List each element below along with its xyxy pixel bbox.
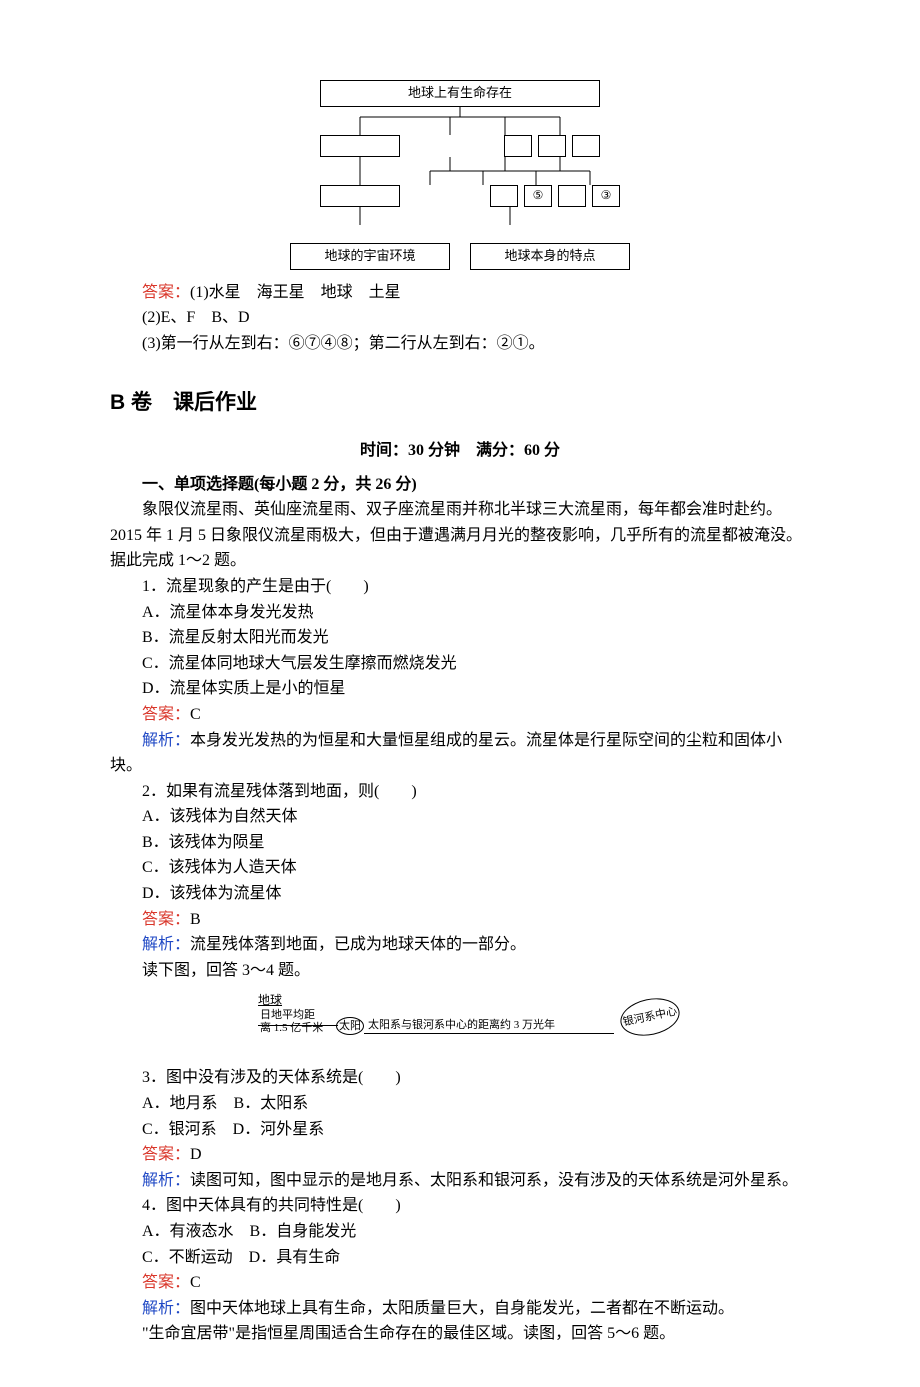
answer-label: 答案： [142,284,190,301]
q2-d: D．该残体为流星体 [110,881,810,907]
q4-answer-text: C [190,1274,201,1291]
analysis-label: 解析： [142,1300,190,1317]
fig2-distance-1: 日地平均距 离 1.5 亿千米 [260,1009,323,1033]
answer-2: (2)E、F B、D [110,305,810,331]
diagram-empty-box [504,135,532,157]
q3-analysis-text: 读图可知，图中显示的是地月系、太阳系和银河系，没有涉及的天体系统是河外星系。 [190,1172,798,1189]
fig2-sun: 太阳 [336,1017,364,1035]
answer-label: 答案： [142,911,190,928]
q1-stem: 1．流星现象的产生是由于( ) [110,574,810,600]
life-on-earth-diagram: 地球上有生命存在 ⑤ ③ 地球的宇宙环境 [290,80,630,270]
answer-label: 答案： [142,1146,190,1163]
diagram-box-3: ③ [592,185,620,207]
fig2-dist1a: 日地平均距 [260,1009,315,1021]
diagram-row-1 [290,135,630,157]
diagram-empty-box [572,135,600,157]
answer-1-text: (1)水星 海王星 地球 土星 [190,284,401,301]
q2-a: A．该残体为自然天体 [110,804,810,830]
answer-1: 答案：(1)水星 海王星 地球 土星 [110,280,810,306]
q1-b: B．流星反射太阳光而发光 [110,625,810,651]
q1-d: D．流星体实质上是小的恒星 [110,676,810,702]
q4-analysis-text: 图中天体地球上具有生命，太阳质量巨大，自身能发光，二者都在不断运动。 [190,1300,734,1317]
diagram-bottom-row: 地球的宇宙环境 地球本身的特点 [290,243,630,270]
q4-stem: 4．图中天体具有的共同特性是( ) [110,1193,810,1219]
diagram-connector-3 [290,207,630,225]
fig2-dist1b: 离 1.5 亿千米 [260,1022,323,1034]
q2-analysis-text: 流星残体落到地面，已成为地球天体的一部分。 [190,936,526,953]
q2-stem: 2．如果有流星残体落到地面，则( ) [110,779,810,805]
diagram-empty-box [538,135,566,157]
diagram-connector-1 [290,107,630,135]
fig2-galaxy: 银河系中心 [617,994,683,1042]
q1-c: C．流星体同地球大气层发生摩擦而燃烧发光 [110,651,810,677]
diagram-connector-2 [290,157,630,185]
intro-5-6: "生命宜居带"是指恒星周围适合生命存在的最佳区域。读图，回答 5～6 题。 [110,1321,810,1347]
analysis-label: 解析： [142,1172,190,1189]
diagram-empty-box [490,185,518,207]
intro-1-2: 象限仪流星雨、英仙座流星雨、双子座流星雨并称北半球三大流星雨，每年都会准时赴约。… [110,497,810,574]
q4-analysis: 解析：图中天体地球上具有生命，太阳质量巨大，自身能发光，二者都在不断运动。 [110,1296,810,1322]
fig2-line-1 [258,1025,338,1026]
q3-answer-text: D [190,1146,202,1163]
q2-answer: 答案：B [110,907,810,933]
intro-3-4: 读下图，回答 3～4 题。 [110,958,810,984]
answer-label: 答案： [142,706,190,723]
fig2-distance-2: 太阳系与银河系中心的距离约 3 万光年 [368,1017,555,1035]
diagram-empty-box [320,135,400,157]
time-score: 时间：30 分钟 满分：60 分 [110,438,810,464]
q2-analysis: 解析：流星残体落到地面，已成为地球天体的一部分。 [110,932,810,958]
part1-heading: 一、单项选择题(每小题 2 分，共 26 分) [110,472,810,498]
q3-ab: A．地月系 B．太阳系 [110,1091,810,1117]
q3-analysis: 解析：读图可知，图中显示的是地月系、太阳系和银河系，没有涉及的天体系统是河外星系… [110,1168,810,1194]
answer-3: (3)第一行从左到右：⑥⑦④⑧；第二行从左到右：②①。 [110,331,810,357]
q1-answer-text: C [190,706,201,723]
diagram-self-box: 地球本身的特点 [470,243,630,270]
q4-answer: 答案：C [110,1270,810,1296]
diagram-empty-box [320,185,400,207]
answer-label: 答案： [142,1274,190,1291]
q2-b: B．该残体为陨星 [110,830,810,856]
celestial-distance-diagram: 地球 日地平均距 离 1.5 亿千米 太阳 太阳系与银河系中心的距离约 3 万光… [240,989,680,1059]
analysis-label: 解析： [142,936,190,953]
diagram-box-5: ⑤ [524,185,552,207]
diagram-top-box: 地球上有生命存在 [320,80,600,107]
q2-answer-text: B [190,911,201,928]
q4-ab: A．有液态水 B．自身能发光 [110,1219,810,1245]
fig2-earth-label: 地球 [258,991,282,1010]
q3-stem: 3．图中没有涉及的天体系统是( ) [110,1065,810,1091]
q1-analysis: 解析：本身发光发热的为恒星和大量恒星组成的星云。流星体是行星际空间的尘粒和固体小… [110,728,810,779]
diagram-row-2: ⑤ ③ [290,185,630,207]
section-b-title: B 卷 课后作业 [110,386,810,420]
fig2-line-2 [364,1033,614,1034]
analysis-label: 解析： [142,732,190,749]
diagram-env-box: 地球的宇宙环境 [290,243,450,270]
q1-answer: 答案：C [110,702,810,728]
q4-cd: C．不断运动 D．具有生命 [110,1245,810,1271]
q1-analysis-text: 本身发光发热的为恒星和大量恒星组成的星云。流星体是行星际空间的尘粒和固体小块。 [110,732,782,775]
q3-answer: 答案：D [110,1142,810,1168]
q3-cd: C．银河系 D．河外星系 [110,1117,810,1143]
q1-a: A．流星体本身发光发热 [110,600,810,626]
q2-c: C．该残体为人造天体 [110,855,810,881]
diagram-empty-box [558,185,586,207]
